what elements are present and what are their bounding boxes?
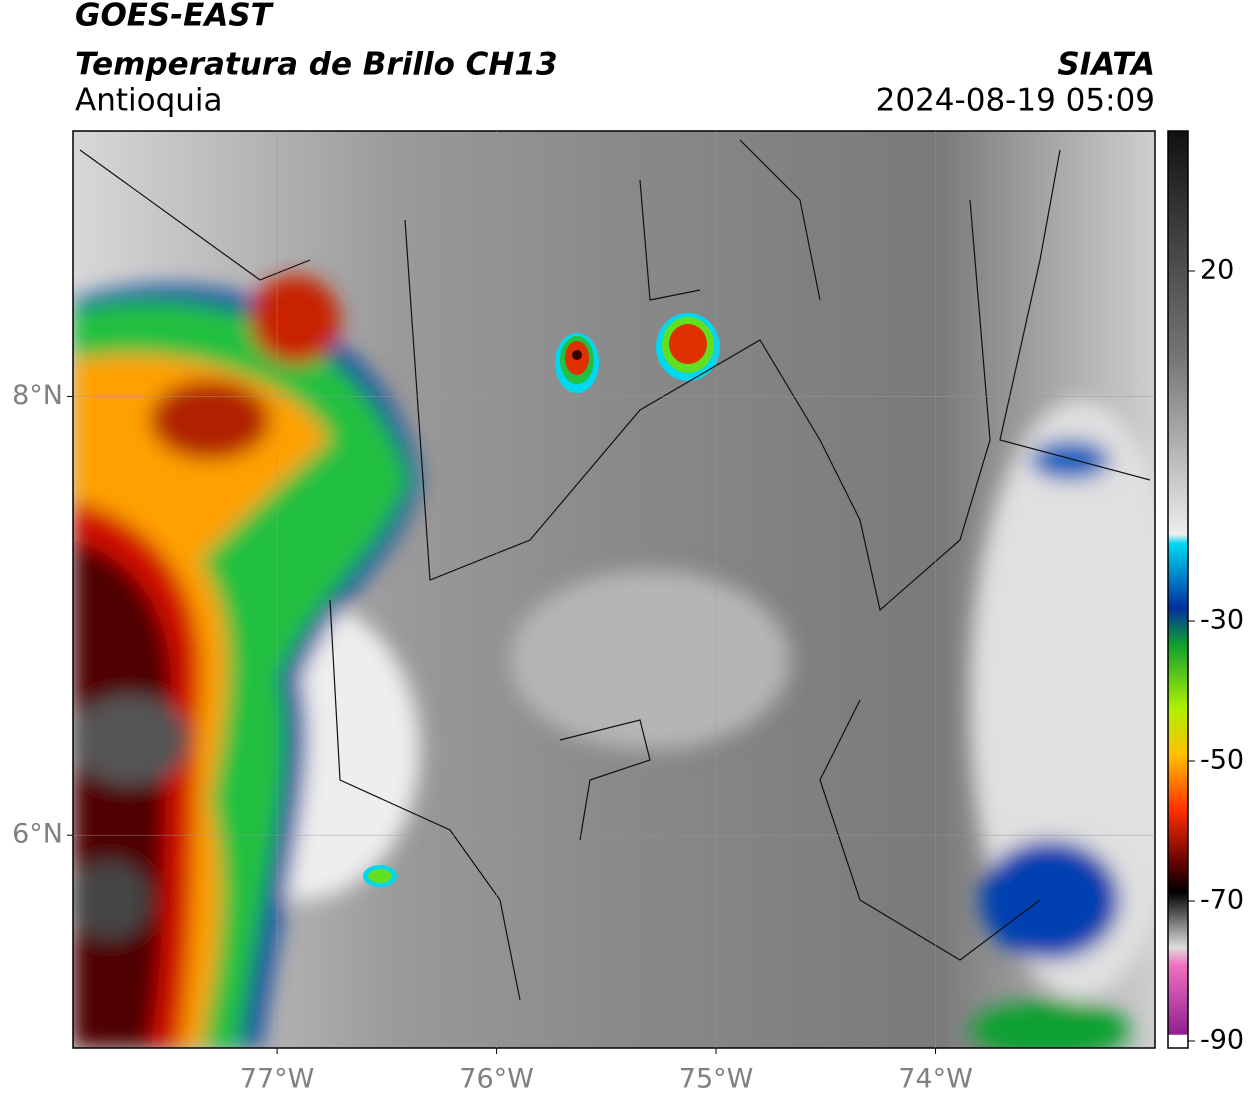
product: Temperatura de Brillo CH13 bbox=[75, 47, 558, 83]
map-frame bbox=[72, 130, 1156, 1049]
lat-tick-label: 6°N bbox=[12, 819, 63, 850]
lon-tick-label: 75°W bbox=[679, 1064, 754, 1095]
lon-tick-label: 74°W bbox=[898, 1064, 973, 1095]
colorbar-tick-label: -50 bbox=[1200, 745, 1244, 776]
datetime: 2024-08-19 05:09 bbox=[876, 83, 1155, 119]
colorbar-tick-label: -90 bbox=[1200, 1025, 1244, 1056]
region: Antioquia bbox=[75, 83, 223, 119]
title: GOES-EAST bbox=[75, 0, 275, 34]
colorbar-tick-label: 20 bbox=[1200, 255, 1234, 286]
agency: SIATA bbox=[1057, 47, 1155, 83]
colorbar-tick-label: -70 bbox=[1200, 885, 1244, 916]
lon-tick-label: 77°W bbox=[240, 1064, 315, 1095]
colorbar-tick-label: -30 bbox=[1200, 605, 1244, 636]
colorbar bbox=[1167, 130, 1189, 1049]
imagery bbox=[73, 131, 1155, 1048]
lon-tick-label: 76°W bbox=[459, 1064, 534, 1095]
lat-tick-label: 8°N bbox=[12, 380, 63, 411]
